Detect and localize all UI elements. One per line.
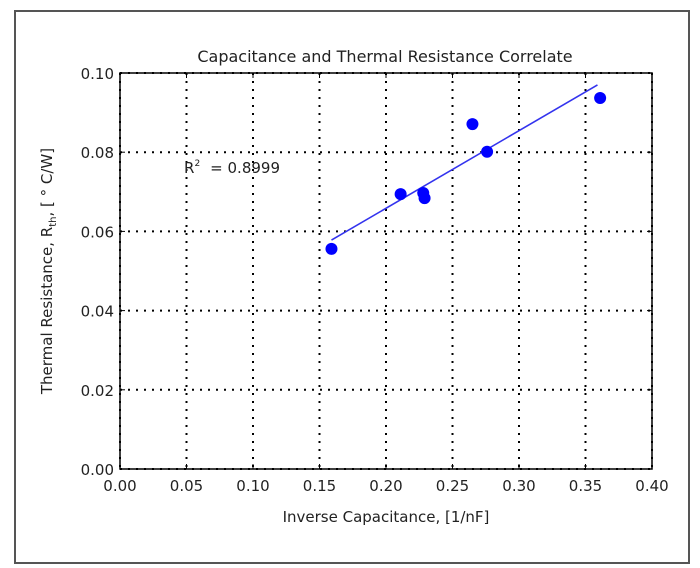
- x-tick-label: 0.05: [170, 477, 203, 495]
- x-tick-label: 0.15: [303, 477, 336, 495]
- x-tick-label: 0.35: [569, 477, 602, 495]
- figure-frame: [14, 10, 690, 564]
- y-tick-label: 0.02: [81, 382, 114, 400]
- y-tick-label: 0.04: [81, 303, 114, 321]
- y-tick-label: 0.08: [81, 144, 114, 162]
- data-point: [481, 145, 494, 158]
- x-tick-label: 0.00: [103, 477, 136, 495]
- data-point: [594, 91, 607, 104]
- grid-lines: [119, 72, 653, 470]
- x-tick-label: 0.20: [369, 477, 402, 495]
- y-tick-label: 0.00: [81, 461, 114, 479]
- x-axis-label: Inverse Capacitance, [1/nF]: [283, 508, 490, 526]
- y-tick-label: 0.10: [81, 65, 114, 83]
- data-point: [418, 192, 431, 205]
- x-tick-label: 0.25: [436, 477, 469, 495]
- y-tick-label: 0.06: [81, 223, 114, 241]
- data-points: [325, 91, 607, 255]
- data-point: [394, 188, 407, 201]
- x-tick-label: 0.40: [635, 477, 668, 495]
- data-point: [466, 118, 479, 131]
- y-axis-label: Thermal Resistance, Rth, [ ° C/W]: [38, 148, 59, 395]
- data-point: [325, 242, 338, 255]
- fit-line: [331, 84, 598, 241]
- axis-ticks: 0.00 0.05 0.10 0.15 0.20 0.25 0.30 0.35 0.40 0.00…: [81, 65, 669, 495]
- x-tick-label: 0.10: [236, 477, 269, 495]
- svg-text:R2= 0.8999: R2 = 0.8999: [184, 159, 280, 177]
- r-squared-annotation: R2 = 0.8999: [184, 159, 280, 177]
- x-tick-label: 0.30: [502, 477, 535, 495]
- chart-title: Capacitance and Thermal Resistance Corre…: [197, 47, 572, 66]
